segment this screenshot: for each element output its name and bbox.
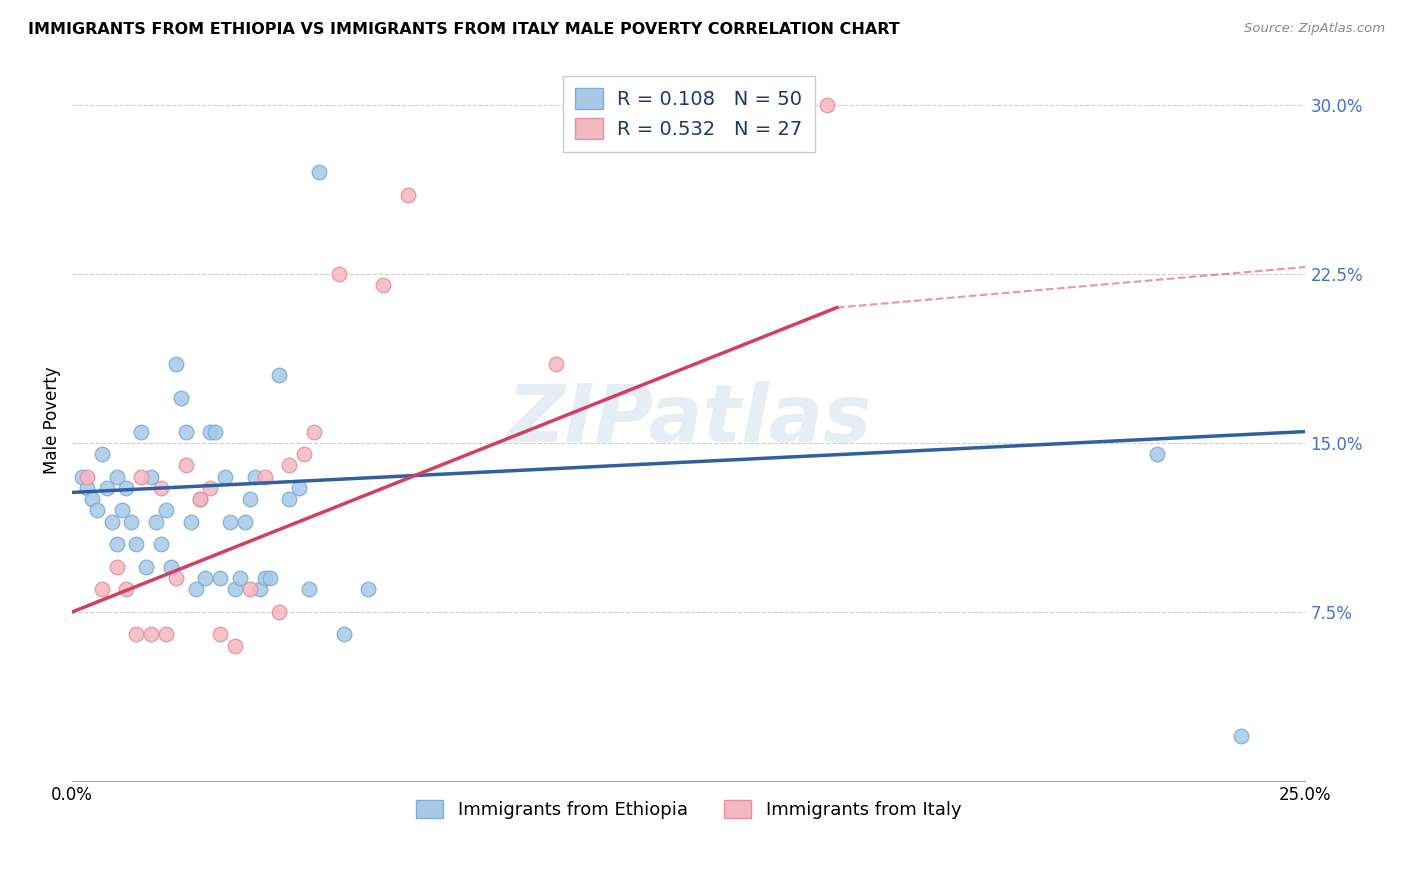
Point <box>292 447 315 461</box>
Point <box>332 627 354 641</box>
Point <box>184 582 207 597</box>
Point <box>129 469 152 483</box>
Point <box>135 559 157 574</box>
Point <box>194 571 217 585</box>
Point <box>141 627 163 641</box>
Point <box>253 469 276 483</box>
Point <box>160 559 183 574</box>
Point <box>125 627 148 641</box>
Point <box>155 503 177 517</box>
Point <box>80 492 103 507</box>
Point <box>150 537 173 551</box>
Point <box>396 187 419 202</box>
Point <box>105 469 128 483</box>
Point <box>70 469 93 483</box>
Point <box>229 571 252 585</box>
Point <box>544 357 567 371</box>
Point <box>174 458 197 473</box>
Point <box>115 582 138 597</box>
Point <box>259 571 281 585</box>
Point <box>200 425 222 439</box>
Point <box>76 469 98 483</box>
Point <box>239 492 262 507</box>
Point <box>288 481 311 495</box>
Point <box>224 639 246 653</box>
Point <box>190 492 212 507</box>
Point <box>219 515 242 529</box>
Point <box>90 582 112 597</box>
Text: ZIPatlas: ZIPatlas <box>506 381 872 459</box>
Point <box>165 357 187 371</box>
Point <box>278 492 301 507</box>
Point <box>90 447 112 461</box>
Point <box>120 515 142 529</box>
Point <box>214 469 236 483</box>
Point <box>105 537 128 551</box>
Point <box>170 391 193 405</box>
Point <box>233 515 256 529</box>
Text: IMMIGRANTS FROM ETHIOPIA VS IMMIGRANTS FROM ITALY MALE POVERTY CORRELATION CHART: IMMIGRANTS FROM ETHIOPIA VS IMMIGRANTS F… <box>28 22 900 37</box>
Point <box>243 469 266 483</box>
Legend: Immigrants from Ethiopia, Immigrants from Italy: Immigrants from Ethiopia, Immigrants fro… <box>409 792 969 826</box>
Point <box>145 515 167 529</box>
Point <box>155 627 177 641</box>
Point <box>110 503 132 517</box>
Point <box>105 559 128 574</box>
Point <box>357 582 380 597</box>
Point <box>96 481 118 495</box>
Point <box>308 165 330 179</box>
Point <box>269 605 291 619</box>
Point <box>298 582 321 597</box>
Point <box>129 425 152 439</box>
Point <box>209 627 232 641</box>
Point <box>278 458 301 473</box>
Point <box>643 120 665 135</box>
Point <box>115 481 138 495</box>
Point <box>141 469 163 483</box>
Point <box>180 515 202 529</box>
Point <box>150 481 173 495</box>
Point <box>371 278 394 293</box>
Point <box>204 425 226 439</box>
Point <box>249 582 271 597</box>
Text: Source: ZipAtlas.com: Source: ZipAtlas.com <box>1244 22 1385 36</box>
Point <box>1146 447 1168 461</box>
Point <box>200 481 222 495</box>
Point <box>302 425 325 439</box>
Point <box>1230 729 1253 743</box>
Point <box>100 515 122 529</box>
Point <box>224 582 246 597</box>
Point <box>174 425 197 439</box>
Point <box>209 571 232 585</box>
Point <box>86 503 108 517</box>
Point <box>253 571 276 585</box>
Point <box>239 582 262 597</box>
Point <box>190 492 212 507</box>
Point <box>76 481 98 495</box>
Point <box>125 537 148 551</box>
Y-axis label: Male Poverty: Male Poverty <box>44 367 60 475</box>
Point <box>328 267 350 281</box>
Point <box>165 571 187 585</box>
Point <box>269 368 291 383</box>
Point <box>752 97 775 112</box>
Point <box>815 97 838 112</box>
